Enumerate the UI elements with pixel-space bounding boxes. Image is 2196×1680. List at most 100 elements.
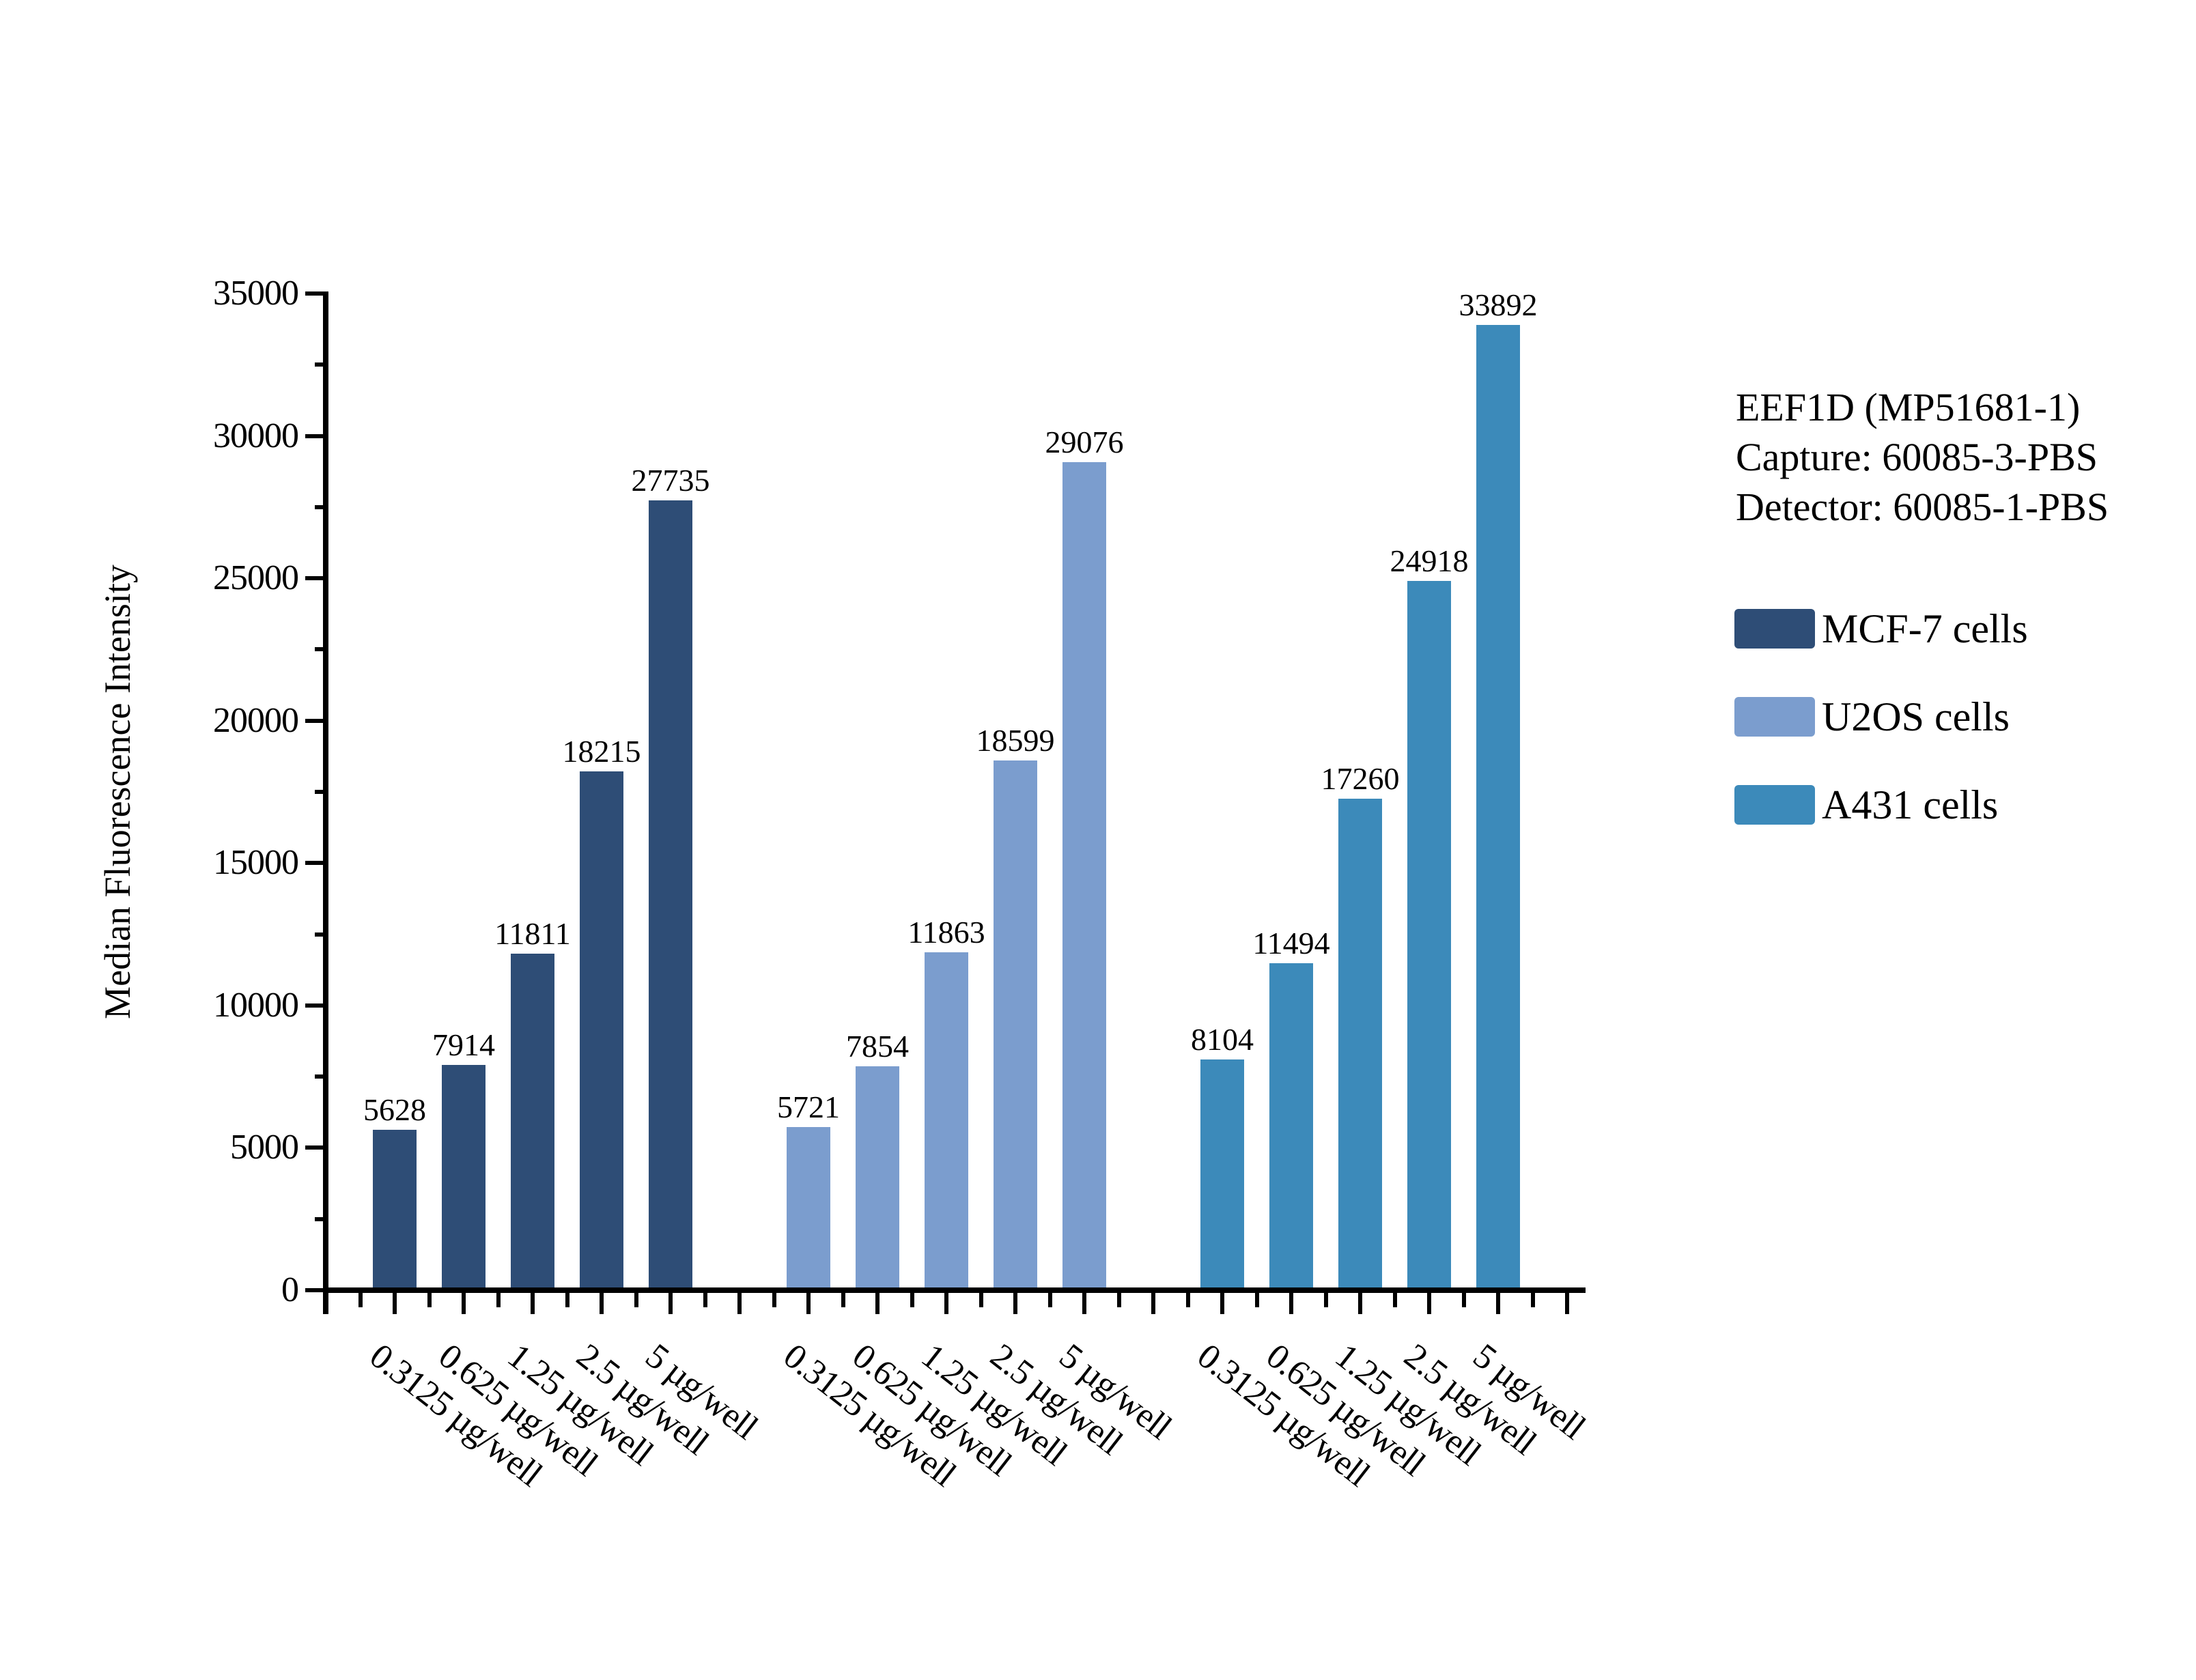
bar bbox=[442, 1064, 485, 1290]
bar-value-label: 33892 bbox=[1459, 287, 1538, 323]
bar bbox=[1062, 462, 1106, 1290]
bar bbox=[1269, 963, 1313, 1290]
x-minor-tick bbox=[772, 1293, 776, 1307]
annotation-block: EEF1D (MP51681-1) Capture: 60085-3-PBS D… bbox=[1736, 382, 2109, 532]
annotation-line-protein: EEF1D (MP51681-1) bbox=[1736, 385, 2081, 429]
bar-value-label: 17260 bbox=[1321, 761, 1400, 796]
y-major-tick bbox=[305, 1288, 326, 1292]
legend-swatch-a431 bbox=[1734, 785, 1815, 825]
bar-value-label: 5628 bbox=[363, 1092, 426, 1128]
y-tick-label: 30000 bbox=[213, 416, 299, 455]
x-major-tick bbox=[462, 1293, 466, 1314]
x-minor-tick bbox=[1254, 1293, 1259, 1307]
y-major-tick bbox=[305, 576, 326, 581]
y-major-tick bbox=[305, 1003, 326, 1008]
x-major-tick bbox=[531, 1293, 535, 1314]
y-axis-title: Median Fluorescence Intensity bbox=[97, 565, 138, 1019]
y-tick-label: 25000 bbox=[213, 558, 299, 598]
y-minor-tick bbox=[315, 790, 326, 794]
y-minor-tick bbox=[315, 932, 326, 937]
x-major-tick bbox=[875, 1293, 879, 1314]
y-tick-label: 5000 bbox=[230, 1128, 299, 1167]
bar-value-label: 7914 bbox=[432, 1027, 495, 1062]
x-major-tick bbox=[1358, 1293, 1362, 1314]
bar-value-label: 18215 bbox=[562, 734, 641, 769]
annotation-line-capture: Capture: 60085-3-PBS bbox=[1736, 435, 2098, 479]
y-minor-tick bbox=[315, 1216, 326, 1221]
bar bbox=[1407, 580, 1451, 1290]
y-major-tick bbox=[305, 861, 326, 866]
x-major-tick bbox=[1496, 1293, 1500, 1314]
bar bbox=[649, 500, 692, 1290]
x-minor-tick bbox=[1047, 1293, 1052, 1307]
x-minor-tick bbox=[1185, 1293, 1190, 1307]
x-minor-tick bbox=[358, 1293, 363, 1307]
bar bbox=[511, 954, 554, 1290]
bar-value-label: 11863 bbox=[907, 915, 985, 950]
x-minor-tick bbox=[1530, 1293, 1535, 1307]
x-major-tick bbox=[944, 1293, 948, 1314]
x-axis-spine bbox=[323, 1287, 1586, 1293]
legend-label-u2os: U2OS cells bbox=[1822, 694, 2010, 739]
y-minor-tick bbox=[315, 362, 326, 367]
annotation-line-detector: Detector: 60085-1-PBS bbox=[1736, 485, 2109, 529]
x-major-tick bbox=[668, 1293, 673, 1314]
x-major-tick bbox=[806, 1293, 811, 1314]
y-tick-label: 0 bbox=[281, 1270, 299, 1309]
x-minor-tick bbox=[703, 1293, 707, 1307]
x-minor-tick bbox=[634, 1293, 638, 1307]
bar-value-label: 7854 bbox=[846, 1029, 909, 1064]
bar bbox=[787, 1127, 830, 1290]
bar bbox=[580, 771, 623, 1290]
x-major-tick bbox=[1289, 1293, 1293, 1314]
legend-swatch-u2os bbox=[1734, 697, 1815, 737]
y-minor-tick bbox=[315, 504, 326, 509]
bar bbox=[373, 1130, 417, 1290]
bar-value-label: 27735 bbox=[631, 463, 710, 498]
y-minor-tick bbox=[315, 1074, 326, 1079]
bar bbox=[856, 1066, 899, 1290]
x-minor-tick bbox=[427, 1293, 432, 1307]
x-minor-tick bbox=[565, 1293, 569, 1307]
bar bbox=[925, 952, 968, 1290]
x-minor-tick bbox=[1392, 1293, 1397, 1307]
y-tick-label: 35000 bbox=[213, 274, 299, 313]
x-major-tick bbox=[1565, 1293, 1569, 1314]
x-minor-tick bbox=[1116, 1293, 1121, 1307]
bar bbox=[1476, 325, 1520, 1290]
legend-label-mcf-7: MCF-7 cells bbox=[1822, 606, 2028, 651]
y-major-tick bbox=[305, 1145, 326, 1150]
bar-value-label: 29076 bbox=[1045, 425, 1124, 460]
x-major-tick bbox=[1013, 1293, 1017, 1314]
x-major-tick bbox=[1151, 1293, 1155, 1314]
y-tick-label: 20000 bbox=[213, 700, 299, 740]
bar-value-label: 18599 bbox=[976, 723, 1055, 758]
bar-value-label: 8104 bbox=[1191, 1021, 1254, 1057]
x-major-tick bbox=[1220, 1293, 1224, 1314]
bar-value-label: 24918 bbox=[1390, 543, 1469, 578]
x-minor-tick bbox=[496, 1293, 501, 1307]
bar bbox=[1338, 799, 1382, 1290]
y-minor-tick bbox=[315, 647, 326, 652]
x-minor-tick bbox=[1461, 1293, 1466, 1307]
legend-swatch-mcf-7 bbox=[1734, 609, 1815, 649]
y-tick-label: 15000 bbox=[213, 843, 299, 883]
y-axis-spine bbox=[323, 291, 328, 1314]
x-major-tick bbox=[1082, 1293, 1086, 1314]
bar-value-label: 11811 bbox=[494, 916, 571, 952]
bar-value-label: 5721 bbox=[777, 1090, 840, 1125]
x-minor-tick bbox=[1323, 1293, 1328, 1307]
bar bbox=[1200, 1059, 1244, 1290]
x-minor-tick bbox=[979, 1293, 983, 1307]
legend-label-a431: A431 cells bbox=[1822, 782, 1999, 827]
y-major-tick bbox=[305, 718, 326, 723]
y-tick-label: 10000 bbox=[213, 985, 299, 1025]
x-major-tick bbox=[737, 1293, 742, 1314]
x-minor-tick bbox=[841, 1293, 845, 1307]
x-minor-tick bbox=[910, 1293, 914, 1307]
bar bbox=[994, 760, 1037, 1290]
y-major-tick bbox=[305, 433, 326, 438]
x-major-tick bbox=[600, 1293, 604, 1314]
bar-value-label: 11494 bbox=[1252, 925, 1330, 960]
